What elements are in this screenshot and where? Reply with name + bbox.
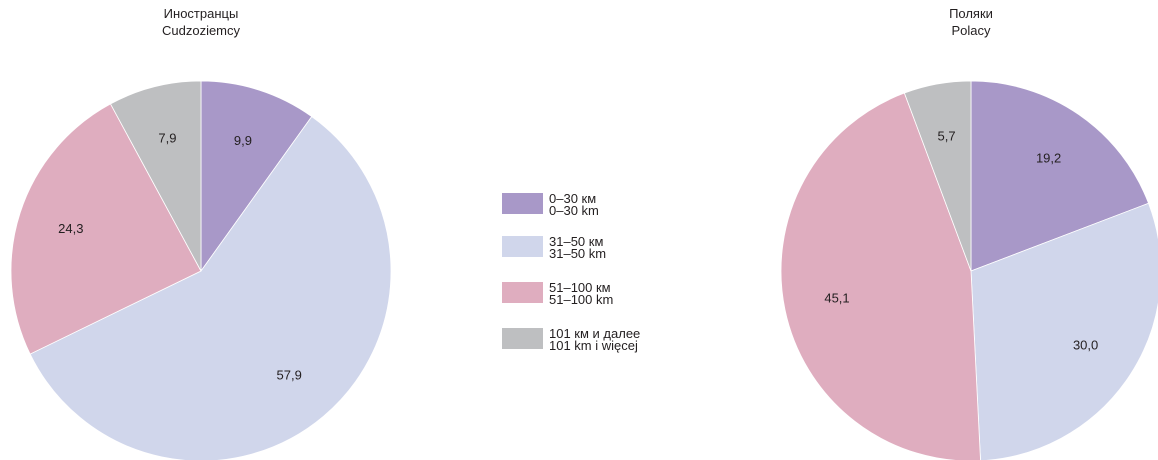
right-pie-slice-0-30km xyxy=(970,80,1150,272)
left-chart-title: Иностранцы xyxy=(164,6,239,21)
legend-swatch-101km-plus xyxy=(502,328,543,349)
left-pie-value-label-31-50km: 57,9 xyxy=(277,368,302,383)
left-pie-slice-101km-plus xyxy=(109,80,202,272)
legend-swatch-51-100km xyxy=(502,282,543,303)
right-pie-value-label-0-30km: 19,2 xyxy=(1036,150,1061,165)
left-pie-value-label-51-100km: 24,3 xyxy=(58,221,83,236)
legend-swatch-31-50km xyxy=(502,236,543,257)
right-chart-subtitle: Polacy xyxy=(951,23,991,38)
right-chart-title: Поляки xyxy=(949,6,993,21)
legend-label-31-50km-pl: 31–50 km xyxy=(549,246,606,261)
left-pie-slice-0-30km xyxy=(200,80,313,273)
legend-label-51-100km-ru: 51–100 км xyxy=(549,280,611,295)
right-pie-value-label-51-100km: 45,1 xyxy=(824,291,849,306)
left-pie-chart: 9,9 57,9 24,3 7,9 xyxy=(10,80,392,460)
legend-label-0-30km-pl: 0–30 km xyxy=(549,203,599,218)
left-pie-value-label-101km-plus: 7,9 xyxy=(158,130,176,145)
left-chart-subtitle: Cudzoziemcy xyxy=(162,23,241,38)
right-pie-slice-101km-plus xyxy=(903,80,972,272)
legend-label-101km-plus-pl: 101 km i więcej xyxy=(549,338,638,353)
legend-swatch-0-30km xyxy=(502,193,543,214)
right-pie-value-label-31-50km: 30,0 xyxy=(1073,338,1098,353)
right-pie-slice-51-100km xyxy=(780,92,981,460)
legend-label-51-100km-pl: 51–100 km xyxy=(549,292,613,307)
left-pie-value-label-0-30km: 9,9 xyxy=(234,133,252,148)
legend: 0–30 км 0–30 km 31–50 км 31–50 km 51–100… xyxy=(502,191,640,353)
right-pie-slice-31-50km xyxy=(970,202,1158,460)
legend-label-31-50km-ru: 31–50 км xyxy=(549,234,603,249)
left-pie-slice-31-50km xyxy=(29,116,392,460)
legend-label-0-30km-ru: 0–30 км xyxy=(549,191,596,206)
right-pie-value-label-101km-plus: 5,7 xyxy=(938,128,956,143)
left-pie-slice-51-100km xyxy=(10,103,202,355)
right-pie-chart: 19,2 30,0 45,1 5,7 xyxy=(780,80,1158,460)
legend-label-101km-plus-ru: 101 км и далее xyxy=(549,326,640,341)
